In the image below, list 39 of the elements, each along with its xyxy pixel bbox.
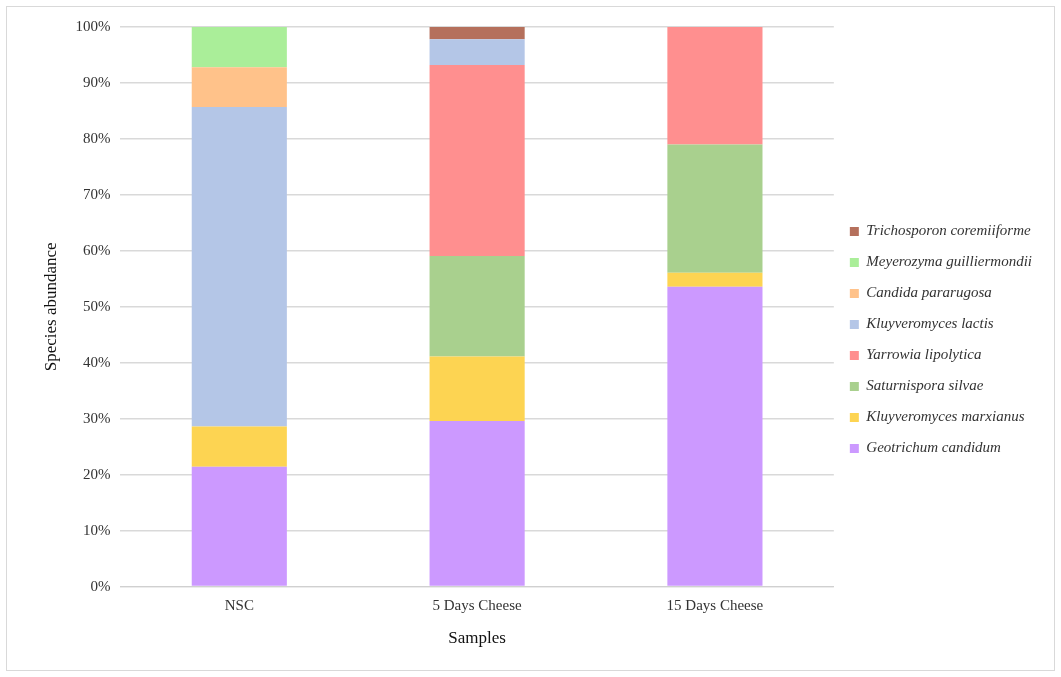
bar: [667, 144, 763, 273]
legend-label: Saturnispora silvae: [866, 377, 984, 394]
y-tick-label: 60%: [82, 241, 111, 258]
bar: [667, 272, 763, 287]
y-tick-label: 100%: [75, 17, 111, 34]
y-tick-label: 10%: [82, 521, 111, 538]
legend-label: Kluyveromyces marxianus: [865, 408, 1025, 425]
x-axis-title: Samples: [448, 628, 506, 648]
bar: [667, 286, 763, 586]
legend-label: Candida pararugosa: [866, 284, 992, 301]
y-tick-label: 0%: [90, 577, 111, 594]
y-tick-label: 70%: [82, 185, 111, 202]
bar: [429, 39, 525, 66]
x-tick-label: 5 Days Cheese: [432, 596, 523, 613]
y-tick-label: 80%: [82, 129, 111, 146]
legend-label: Yarrowia lipolytica: [866, 346, 982, 363]
legend-label: Geotrichum candidum: [866, 439, 1002, 456]
bar: [667, 27, 763, 145]
y-axis-title: Species abundance: [40, 242, 60, 372]
bar: [191, 67, 287, 108]
legend-label: Meyerozyma guilliermondii: [865, 253, 1033, 270]
y-tick-label: 20%: [82, 465, 111, 482]
x-tick-label: 15 Days Cheese: [666, 596, 764, 613]
bar: [191, 426, 287, 467]
bar: [429, 420, 525, 586]
legend-label: Kluyveromyces lactis: [865, 315, 994, 332]
x-tick-label: NSC: [224, 596, 254, 613]
bar: [191, 466, 287, 586]
y-tick-label: 30%: [82, 409, 111, 426]
y-tick-label: 90%: [82, 73, 111, 90]
y-tick-label: 40%: [82, 353, 111, 370]
bar: [191, 107, 287, 427]
bar: [191, 27, 287, 68]
bar: [429, 356, 525, 421]
bar: [429, 27, 525, 40]
bar: [429, 255, 525, 357]
bar: [429, 65, 525, 256]
legend-label: Trichosporon coremiiforme: [866, 222, 1031, 239]
y-tick-label: 50%: [82, 297, 111, 314]
